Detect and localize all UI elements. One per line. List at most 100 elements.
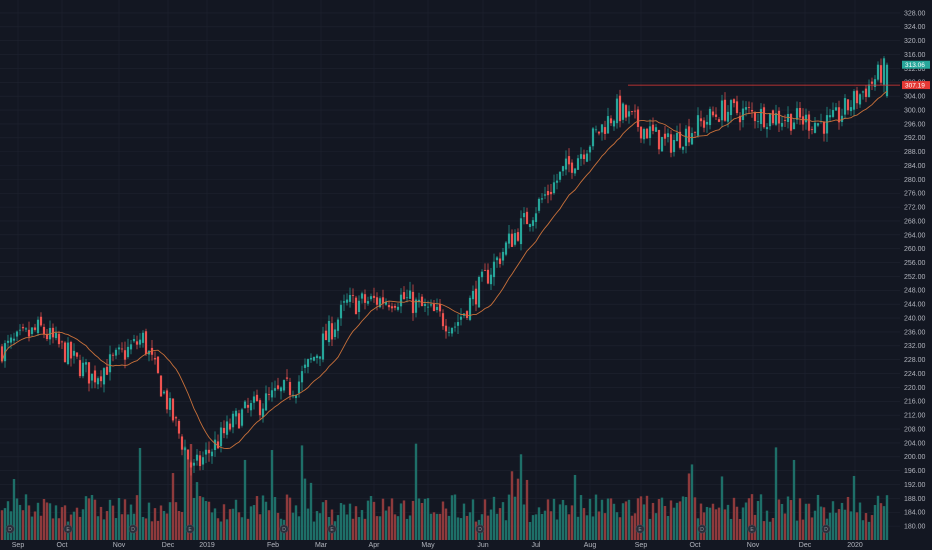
candle-body xyxy=(438,303,442,312)
candlestick-series xyxy=(0,56,889,476)
event-marker-icon[interactable] xyxy=(821,524,831,534)
volume-bar xyxy=(531,515,535,540)
event-marker-icon[interactable] xyxy=(279,524,289,534)
volume-bar xyxy=(189,444,193,540)
volume-bar xyxy=(3,508,7,540)
event-marker-icon[interactable] xyxy=(185,524,195,534)
volume-bar xyxy=(795,520,799,540)
event-marker-icon[interactable] xyxy=(747,524,757,534)
candle-body xyxy=(672,140,676,153)
event-marker-icon[interactable] xyxy=(128,524,138,534)
volume-bar xyxy=(432,512,436,540)
candle-body xyxy=(813,122,817,133)
candle-body xyxy=(873,79,877,87)
volume-bar xyxy=(555,519,559,540)
volume-bar xyxy=(72,511,76,540)
volume-bar xyxy=(267,510,271,540)
time-tick-label: Sep xyxy=(12,542,25,549)
candle-body xyxy=(225,421,229,435)
candle-body xyxy=(726,111,730,122)
volume-bar xyxy=(366,500,370,540)
candle-body xyxy=(777,110,781,124)
event-marker-icon[interactable] xyxy=(5,524,15,534)
volume-bar xyxy=(858,502,862,540)
event-marker-icon[interactable] xyxy=(635,524,645,534)
volume-bar xyxy=(414,443,418,540)
candle-body xyxy=(180,436,184,450)
candle-body xyxy=(78,360,82,377)
candle-body xyxy=(432,303,436,312)
volume-bar xyxy=(543,510,547,540)
candle-body xyxy=(192,462,196,466)
candle-body xyxy=(546,191,550,196)
price-axis[interactable]: 180.00 184.00 188.00 192.00 196.00 200.00 204.… xyxy=(900,0,932,550)
volume-bar xyxy=(447,515,451,540)
candle-body xyxy=(771,110,775,124)
volume-bar xyxy=(675,502,679,540)
candle-body xyxy=(72,350,76,356)
grid xyxy=(0,0,900,540)
candle-body xyxy=(330,323,334,340)
candle-body xyxy=(522,213,526,218)
candle-body xyxy=(735,101,739,114)
candle-body xyxy=(558,171,562,180)
volume-bar xyxy=(336,515,340,540)
volume-bar xyxy=(705,506,709,540)
candle-body xyxy=(336,319,340,331)
candle-body xyxy=(81,362,85,377)
time-axis[interactable]: Sep Oct Nov Dec 2019 Feb Mar Apr May Jun Jul Aug Sep… xyxy=(12,542,863,549)
volume-bar xyxy=(255,496,259,540)
event-marker-icon[interactable] xyxy=(475,524,485,534)
event-marker-letter: E xyxy=(638,527,642,533)
candle-body xyxy=(324,330,328,341)
candle-body xyxy=(255,394,259,401)
volume-bar xyxy=(18,504,22,540)
candle-body xyxy=(252,396,256,403)
candle-body xyxy=(849,107,853,112)
volume-bar xyxy=(597,511,601,540)
time-tick-label: Nov xyxy=(747,542,760,549)
volume-bar xyxy=(624,501,628,540)
volume-bar xyxy=(801,519,805,540)
event-marker-icon[interactable] xyxy=(697,524,707,534)
candle-body xyxy=(594,129,598,131)
candle-body xyxy=(363,294,367,303)
candle-body xyxy=(99,376,103,382)
volume-bar xyxy=(129,504,133,540)
candle-body xyxy=(381,297,385,304)
volume-bar xyxy=(249,506,253,540)
time-tick-label: 2019 xyxy=(199,542,215,549)
candle-body xyxy=(657,129,661,150)
event-marker-icon[interactable] xyxy=(327,524,337,534)
volume-bar xyxy=(204,501,208,540)
candle-body xyxy=(231,413,235,428)
event-marker-icon[interactable] xyxy=(63,524,73,534)
volume-bar xyxy=(33,511,37,540)
volume-bar xyxy=(168,502,172,540)
candle-body xyxy=(435,306,439,311)
volume-bar xyxy=(342,504,346,540)
candle-body xyxy=(603,127,607,134)
volume-bar xyxy=(174,502,178,540)
time-tick-label: May xyxy=(421,542,435,549)
candle-body xyxy=(162,391,166,394)
candle-body xyxy=(366,301,370,304)
volume-bar xyxy=(339,503,343,540)
candle-body xyxy=(765,127,769,130)
volume-bar xyxy=(558,504,562,540)
candle-body xyxy=(105,366,109,375)
volume-bar xyxy=(693,497,697,540)
volume-bar xyxy=(621,503,625,540)
volume-bar xyxy=(294,505,298,540)
candle-body xyxy=(810,129,814,130)
volume-bar xyxy=(420,502,424,540)
volume-bar xyxy=(732,497,736,540)
volume-bar xyxy=(618,517,622,540)
volume-bar xyxy=(102,519,106,540)
volume-bar xyxy=(246,518,250,540)
volume-bar xyxy=(534,514,538,540)
volume-bar xyxy=(867,521,871,540)
volume-bar xyxy=(303,478,307,540)
